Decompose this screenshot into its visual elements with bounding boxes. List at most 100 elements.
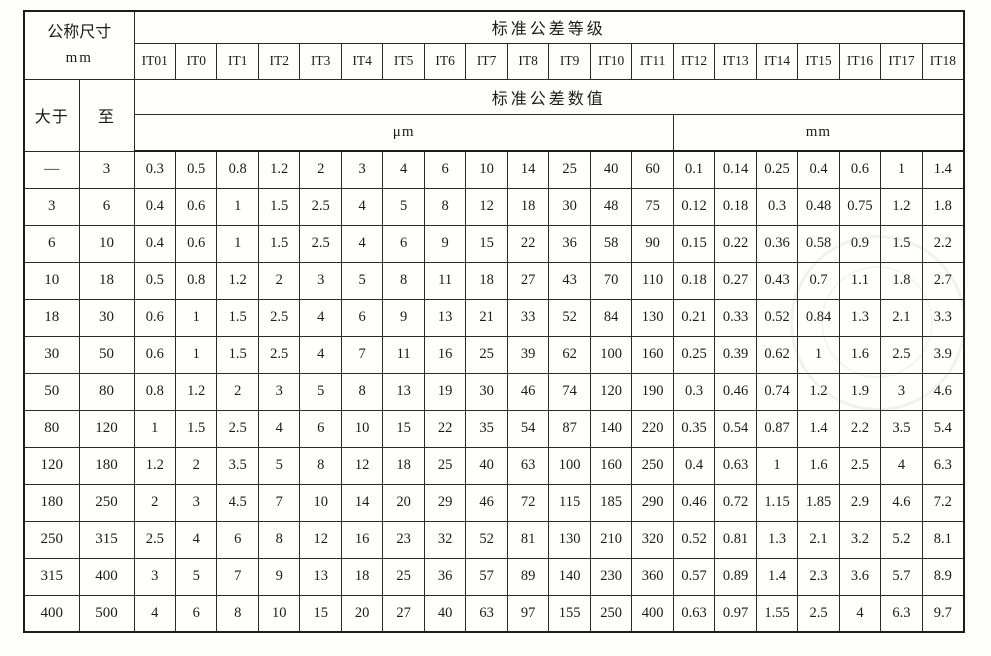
value-cell-it6: 25 [423,446,467,485]
value-cell-it0: 6 [174,594,218,633]
value-cell-it4: 5 [340,261,384,300]
table-row: 18 30 0.6 1 1.5 2.5 4 6 9 13 21 33 52 84 130 0.21 0.33 0.… [23,298,965,337]
value-cell-it11: 130 [631,298,674,337]
table-row: 180 250 2 3 4.5 7 10 14 20 29 46 72 115 185 290 0.46 0.7… [23,483,965,522]
value-cell-it16: 0.9 [838,224,882,263]
value-cell-it4: 14 [340,483,384,522]
value-cell-it3: 3 [299,261,342,300]
range-to-cell: 315 [78,520,135,559]
value-cell-it12: 0.63 [672,594,716,633]
value-cell-it7: 12 [465,187,508,226]
value-cell-it16: 1.3 [838,298,882,337]
grade-header-it17: IT17 [880,42,923,80]
value-cell-it10: 210 [589,520,633,559]
value-cell-it01: 0.4 [133,187,177,226]
value-cell-it0: 0.8 [174,261,218,300]
value-cell-it5: 13 [382,372,425,411]
value-cell-it0: 1 [174,335,218,374]
grade-header-it1: IT1 [216,42,259,80]
value-cell-it11: 75 [631,187,674,226]
value-cell-it8: 63 [506,446,550,485]
value-cell-it16: 3.2 [838,520,882,559]
value-cell-it15: 2.1 [797,520,840,559]
value-cell-it15: 1.4 [797,409,840,448]
value-cell-it15: 0.58 [797,224,840,263]
range-over-cell: 30 [23,335,80,374]
value-cell-it6: 40 [423,594,467,633]
range-over-cell: 6 [23,224,80,263]
value-cell-it16: 2.2 [838,409,882,448]
value-cell-it4: 7 [340,335,384,374]
value-cell-it14: 1.4 [755,557,799,596]
value-cell-it15: 2.5 [797,594,840,633]
value-cell-it16: 2.9 [838,483,882,522]
value-cell-it12: 0.57 [672,557,716,596]
value-cell-it14: 0.43 [755,261,799,300]
value-cell-it6: 6 [423,150,467,189]
value-cell-it4: 12 [340,446,384,485]
value-cell-it12: 0.18 [672,261,716,300]
value-cell-it11: 160 [631,335,674,374]
value-cell-it12: 0.12 [672,187,716,226]
value-cell-it13: 0.54 [714,409,757,448]
value-cell-it10: 160 [589,446,633,485]
range-over-cell: 50 [23,372,80,411]
range-to-cell: 6 [78,187,135,226]
value-cell-it2: 7 [257,483,301,522]
value-cell-it0: 0.6 [174,187,218,226]
value-cell-it16: 3.6 [838,557,882,596]
value-cell-it1: 8 [216,594,259,633]
value-cell-it6: 8 [423,187,467,226]
value-cell-it4: 8 [340,372,384,411]
grade-header-it14: IT14 [755,42,799,80]
standard-tolerance-table: 公称尺寸 mm 标准公差等级 IT01 IT0 IT1 IT2 IT3 IT4 IT5 IT6… [23,10,965,633]
value-cell-it17: 1.2 [880,187,923,226]
value-cell-it01: 4 [133,594,177,633]
value-cell-it7: 18 [465,261,508,300]
table-row: 10 18 0.5 0.8 1.2 2 3 5 8 11 18 27 43 70 110 0.18 0.27 0.… [23,261,965,300]
value-cell-it4: 10 [340,409,384,448]
value-cell-it7: 63 [465,594,508,633]
value-cell-it8: 72 [506,483,550,522]
value-cell-it18: 1.8 [921,187,965,226]
value-cell-it01: 0.4 [133,224,177,263]
value-cell-it11: 400 [631,594,674,633]
range-over-cell: 180 [23,483,80,522]
value-cell-it16: 0.6 [838,150,882,189]
value-cell-it17: 3.5 [880,409,923,448]
value-cell-it6: 11 [423,261,467,300]
grade-header-it2: IT2 [257,42,301,80]
value-cell-it5: 9 [382,298,425,337]
value-cell-it12: 0.25 [672,335,716,374]
value-cell-it3: 10 [299,483,342,522]
value-cell-it7: 21 [465,298,508,337]
value-cell-it11: 360 [631,557,674,596]
value-cell-it7: 10 [465,150,508,189]
value-cell-it12: 0.46 [672,483,716,522]
range-over-cell: 250 [23,520,80,559]
value-cell-it4: 3 [340,150,384,189]
value-cell-it3: 4 [299,335,342,374]
value-cell-it13: 0.18 [714,187,757,226]
value-cell-it6: 16 [423,335,467,374]
grade-labels-row: IT01 IT0 IT1 IT2 IT3 IT4 IT5 IT6 IT7 IT8 IT9 IT10 IT… [24,42,965,80]
value-cell-it5: 4 [382,150,425,189]
value-cell-it15: 0.84 [797,298,840,337]
value-cell-it15: 0.7 [797,261,840,300]
value-cell-it5: 25 [382,557,425,596]
value-cell-it4: 4 [340,224,384,263]
value-cell-it18: 6.3 [921,446,965,485]
value-cell-it13: 0.14 [714,150,757,189]
value-cell-it17: 5.2 [880,520,923,559]
value-cell-it6: 9 [423,224,467,263]
grade-header-it11: IT11 [631,42,674,80]
value-cell-it13: 0.89 [714,557,757,596]
value-cell-it15: 1.85 [797,483,840,522]
value-cell-it14: 1.15 [755,483,799,522]
value-cell-it5: 27 [382,594,425,633]
value-cell-it18: 8.9 [921,557,965,596]
value-cell-it0: 4 [174,520,218,559]
range-to-cell: 400 [78,557,135,596]
value-cell-it0: 0.5 [174,150,218,189]
grade-header-it9: IT9 [548,42,591,80]
